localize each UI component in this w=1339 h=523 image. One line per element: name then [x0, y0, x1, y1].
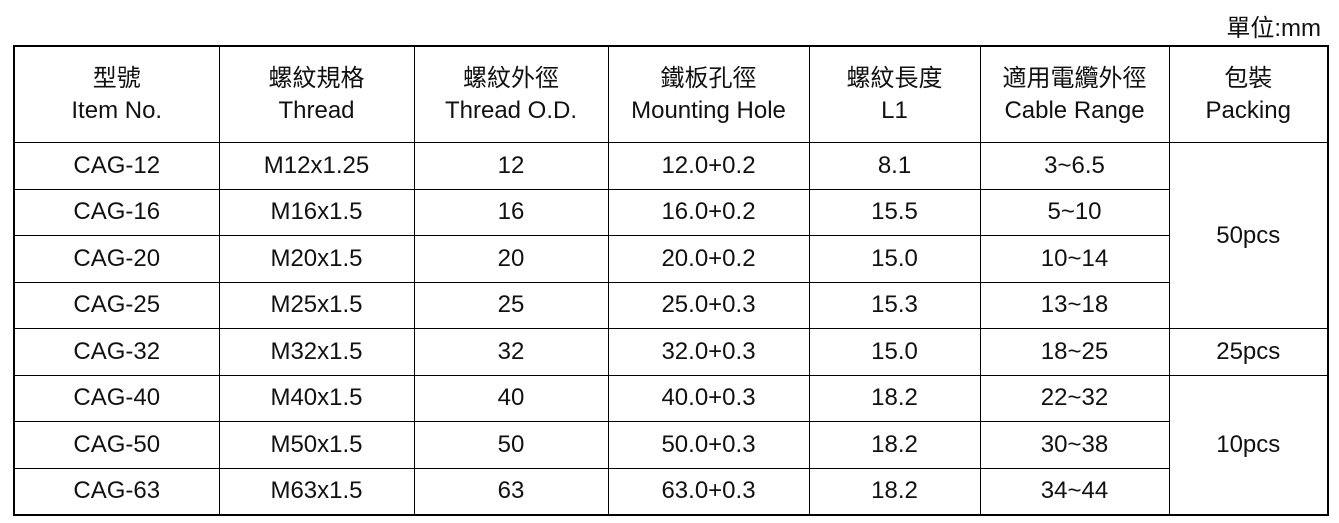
table-cell: 12 — [413, 142, 609, 190]
table-row: CAG-16 M16x1.5 16 16.0+0.2 15.5 5~10 — [13, 188, 1328, 236]
table-cell: 18.2 — [808, 421, 981, 469]
table-cell: 32.0+0.3 — [607, 328, 810, 376]
table-cell: M40x1.5 — [218, 374, 415, 422]
header-text: 型號 — [92, 64, 141, 92]
table-cell: 18.2 — [808, 374, 981, 422]
table-cell: 40 — [413, 374, 609, 422]
table-cell: 22~32 — [979, 374, 1170, 422]
header-text: Item No. — [71, 96, 163, 124]
table-cell: 15.0 — [808, 328, 981, 376]
header-text: 螺紋長度 — [846, 64, 943, 92]
table-cell: 40.0+0.3 — [607, 374, 810, 422]
table-row: CAG-40 M40x1.5 40 40.0+0.3 18.2 22~32 10pcs — [13, 374, 1329, 516]
table-row: CAG-20 M20x1.5 20 20.0+0.2 15.0 10~14 — [13, 235, 1328, 283]
table-cell: 8.1 — [808, 142, 981, 190]
table-cell: 20.0+0.2 — [607, 235, 810, 283]
header-text: Packing — [1205, 96, 1291, 124]
table-cell: 15.0 — [808, 235, 981, 283]
table-row: CAG-32 M32x1.5 32 32.0+0.3 15.0 18~25 25pcs — [13, 328, 1329, 376]
table-cell: 50pcs — [1168, 142, 1329, 329]
table-cell: M12x1.25 — [218, 142, 415, 190]
table-cell: 63 — [413, 467, 609, 516]
table-cell: M63x1.5 — [218, 467, 415, 516]
header-cell: 適用電纜外徑 Cable Range — [979, 45, 1170, 143]
table-cell: 18.2 — [808, 467, 981, 516]
header-text: Mounting Hole — [631, 96, 786, 124]
table-cell: 32 — [413, 328, 609, 376]
table-cell: CAG-25 — [13, 281, 220, 329]
table-row: CAG-12 M12x1.25 12 12.0+0.2 8.1 3~6.5 50pcs — [13, 142, 1329, 329]
table-body: CAG-12 M12x1.25 12 12.0+0.2 8.1 3~6.5 50pcs CAG… — [13, 142, 1329, 516]
table-row: CAG-50 M50x1.5 50 50.0+0.3 18.2 30~38 — [13, 421, 1328, 469]
table-cell: 25.0+0.3 — [607, 281, 810, 329]
table-cell: 50 — [413, 421, 609, 469]
header-text: 螺紋外徑 — [463, 64, 559, 92]
header-text: Thread O.D. — [444, 96, 578, 124]
header-cell: 包裝 Packing — [1168, 45, 1329, 143]
table-cell: 10~14 — [979, 235, 1170, 283]
table-cell: 10pcs — [1168, 374, 1329, 516]
table-cell: CAG-12 — [13, 142, 220, 190]
header-text: 適用電纜外徑 — [1002, 64, 1147, 92]
table-cell: 18~25 — [979, 328, 1170, 376]
table-cell: CAG-16 — [13, 188, 220, 236]
table-cell: 50.0+0.3 — [607, 421, 810, 469]
header-text: Cable Range — [1004, 96, 1145, 124]
table-cell: 13~18 — [979, 281, 1170, 329]
table-cell: CAG-50 — [13, 421, 220, 469]
spec-table: 型號 Item No. 螺紋規格 Thread 螺紋外徑 Thread O.D. 鐵板孔徑 M… — [13, 45, 1329, 516]
table-cell: CAG-32 — [13, 328, 220, 376]
table-cell: 3~6.5 — [979, 142, 1170, 190]
table-cell: 5~10 — [979, 188, 1170, 236]
header-cell: 鐵板孔徑 Mounting Hole — [607, 45, 810, 143]
table-cell: M20x1.5 — [218, 235, 415, 283]
table-cell: CAG-40 — [13, 374, 220, 422]
header-text: L1 — [881, 96, 908, 124]
table-cell: 20 — [413, 235, 609, 283]
table-cell: 25 — [413, 281, 609, 329]
header-cell: 型號 Item No. — [13, 45, 220, 143]
header-text: 包裝 — [1224, 64, 1273, 92]
table-cell: M16x1.5 — [218, 188, 415, 236]
table-cell: M50x1.5 — [218, 421, 415, 469]
table-cell: 63.0+0.3 — [607, 467, 810, 516]
table-row: CAG-25 M25x1.5 25 25.0+0.3 15.3 13~18 — [13, 281, 1328, 329]
header-cell: 螺紋規格 Thread — [218, 45, 415, 143]
table-cell: M25x1.5 — [218, 281, 415, 329]
table-cell: M32x1.5 — [218, 328, 415, 376]
table-cell: 12.0+0.2 — [607, 142, 810, 190]
header-text: 鐵板孔徑 — [660, 64, 757, 92]
table-cell: 15.3 — [808, 281, 981, 329]
table-cell: 16.0+0.2 — [607, 188, 810, 236]
table-cell: CAG-63 — [13, 467, 220, 516]
header-row: 型號 Item No. 螺紋規格 Thread 螺紋外徑 Thread O.D. 鐵板孔徑 M… — [13, 45, 1329, 143]
table-row: CAG-63 M63x1.5 63 63.0+0.3 18.2 34~44 — [13, 467, 1328, 516]
table-cell: 30~38 — [979, 421, 1170, 469]
header-text: 螺紋規格 — [268, 64, 365, 92]
header-cell: 螺紋長度 L1 — [808, 45, 981, 143]
table-cell: 15.5 — [808, 188, 981, 236]
table-cell: 16 — [413, 188, 609, 236]
unit-label: 單位:mm — [1226, 15, 1321, 42]
table-cell: CAG-20 — [13, 235, 220, 283]
table-cell: 34~44 — [979, 467, 1170, 516]
header-cell: 螺紋外徑 Thread O.D. — [413, 45, 609, 143]
header-text: Thread — [278, 96, 355, 124]
table-cell: 25pcs — [1168, 328, 1329, 376]
